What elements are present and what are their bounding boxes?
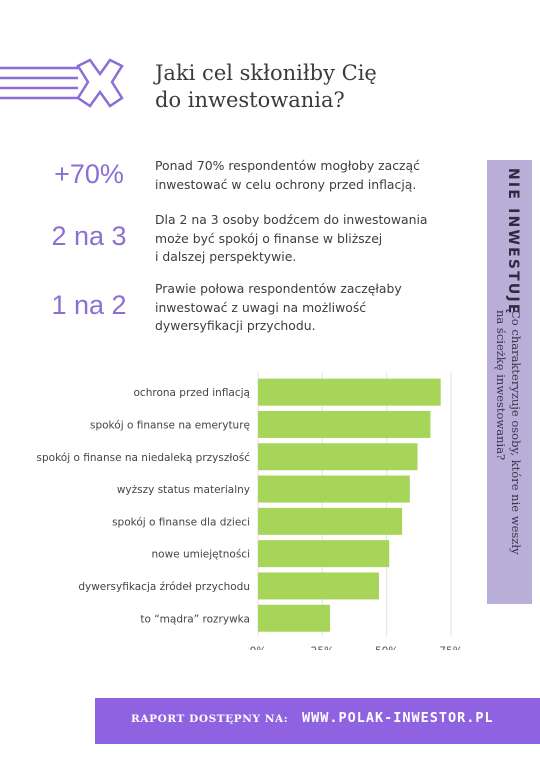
stat-value: 2 na 3 bbox=[51, 221, 127, 251]
stat-block-3: 1 na 2 Prawie połowa respondentów zaczęł… bbox=[0, 280, 470, 340]
stat-block-1: +70% Ponad 70% respondentów mogłoby zacz… bbox=[0, 157, 470, 217]
stat-description: Ponad 70% respondentów mogłoby zacząć in… bbox=[155, 157, 465, 194]
sidebar-label: NIE INWESTUJĘ bbox=[505, 168, 521, 316]
footer-banner: RAPORT DOSTĘPNY NA: WWW.POLAK-INWESTOR.P… bbox=[95, 698, 540, 744]
stat-description: Dla 2 na 3 osoby bodźcem do inwestowania… bbox=[155, 211, 465, 267]
category-label: spokój o finanse na niedaleką przyszłość bbox=[37, 452, 251, 464]
stat-block-2: 2 na 3 Dla 2 na 3 osoby bodźcem do inwes… bbox=[0, 211, 470, 271]
stat-line: Dla 2 na 3 osoby bodźcem do inwestowania bbox=[155, 212, 428, 227]
bar bbox=[258, 443, 418, 471]
category-label: spokój o finanse na emeryturę bbox=[90, 419, 250, 431]
sidebar-subtitle-line: na ścieżkę inwestowania? bbox=[494, 310, 508, 461]
bar bbox=[258, 604, 331, 632]
bar bbox=[258, 475, 410, 503]
stat-line: inwestować w celu ochrony przed inflacją… bbox=[155, 176, 417, 192]
x-tick-label: 0% bbox=[250, 645, 267, 650]
title-line-2: do inwestowania? bbox=[155, 88, 345, 112]
category-label: dywersyfikacja źródeł przychodu bbox=[78, 581, 250, 593]
sidebar-subtitle-line: Co charakteryzuje osoby, które nie weszł… bbox=[509, 310, 523, 555]
stat-line: może być spokój o finanse w bliższej bbox=[155, 230, 383, 246]
x-tick-label: 75% bbox=[439, 645, 462, 650]
bar bbox=[258, 378, 441, 406]
logo-icon bbox=[0, 58, 124, 108]
bar bbox=[258, 572, 379, 600]
title-line-1: Jaki cel skłoniłby Cię bbox=[155, 61, 377, 85]
stat-line: inwestować z uwagi na możliwość bbox=[155, 299, 367, 315]
page-title: Jaki cel skłoniłby Cię do inwestowania? bbox=[155, 60, 455, 114]
bar-chart: 0% 25% 50% 75% ochrona przed inflacją spokój … bbox=[37, 372, 463, 650]
bar bbox=[258, 507, 403, 535]
x-tick-label: 25% bbox=[311, 645, 334, 650]
category-label: to “mądra” rozrywka bbox=[140, 613, 250, 625]
stat-line: Ponad 70% respondentów mogłoby zacząć bbox=[155, 158, 420, 173]
category-label: spokój o finanse dla dzieci bbox=[112, 516, 250, 528]
category-label: nowe umiejętności bbox=[152, 549, 250, 561]
sidebar-panel: NIE INWESTUJĘ Co charakteryzuje osoby, k… bbox=[487, 160, 532, 604]
stat-value: 1 na 2 bbox=[51, 290, 127, 320]
stat-description: Prawie połowa respondentów zaczęłaby inw… bbox=[155, 280, 465, 336]
stat-value: +70% bbox=[54, 159, 124, 189]
bar bbox=[258, 410, 431, 438]
stat-line: i dalszej perspektywie. bbox=[155, 249, 297, 264]
sidebar-subtitle: Co charakteryzuje osoby, które nie weszł… bbox=[493, 310, 523, 555]
category-label: ochrona przed inflacją bbox=[134, 387, 251, 399]
stat-line: dywersyfikacji przychodu. bbox=[155, 318, 316, 333]
category-label: wyższy status materialny bbox=[117, 484, 250, 496]
x-tick-label: 50% bbox=[375, 645, 398, 650]
footer-link[interactable]: WWW.POLAK-INWESTOR.PL bbox=[302, 710, 494, 726]
stat-line: Prawie połowa respondentów zaczęłaby bbox=[155, 281, 402, 296]
footer-label: RAPORT DOSTĘPNY NA: bbox=[131, 713, 289, 725]
bar bbox=[258, 540, 390, 568]
